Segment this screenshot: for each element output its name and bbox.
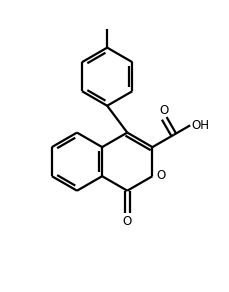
Text: O: O: [156, 168, 165, 182]
Text: O: O: [159, 104, 168, 117]
Text: O: O: [122, 215, 131, 228]
Text: OH: OH: [191, 119, 208, 132]
